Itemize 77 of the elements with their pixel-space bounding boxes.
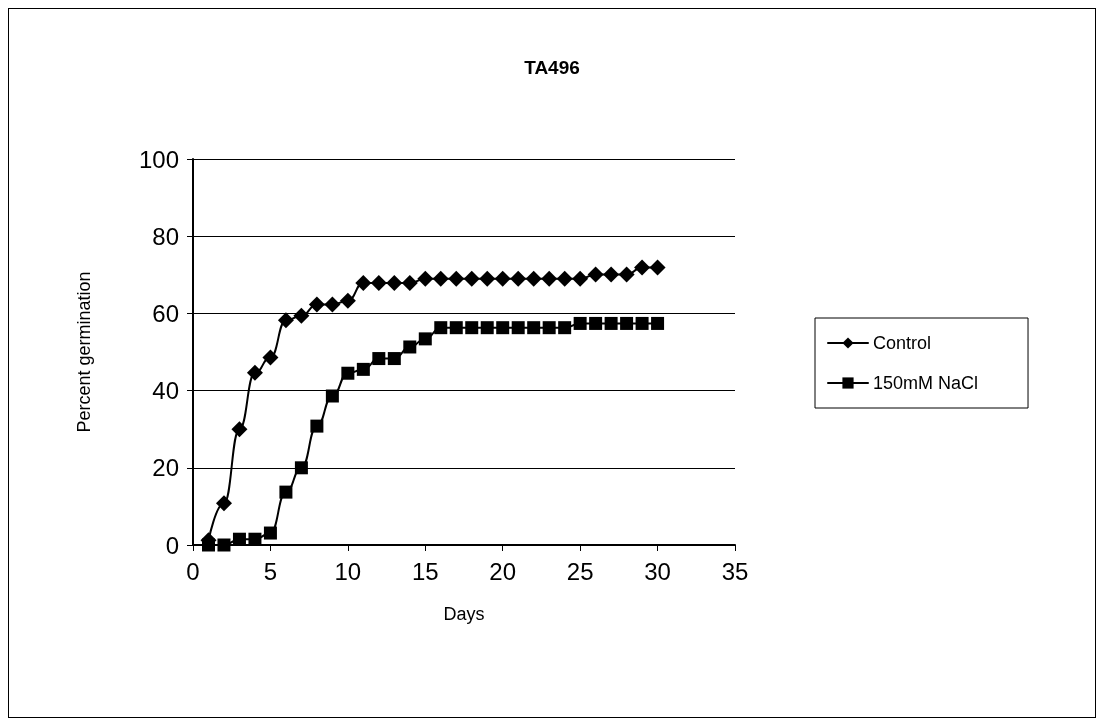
point — [448, 270, 465, 287]
point — [356, 362, 370, 376]
point — [465, 321, 479, 335]
point — [387, 352, 401, 366]
point — [246, 364, 263, 381]
point — [308, 296, 325, 313]
y-tick-label: 0 — [165, 531, 179, 559]
point — [370, 274, 387, 291]
point — [294, 461, 308, 475]
point — [293, 307, 310, 324]
point — [480, 321, 494, 335]
x-tick-label: 30 — [644, 557, 671, 585]
point — [263, 526, 277, 540]
point — [634, 259, 651, 276]
point — [620, 316, 634, 330]
point — [572, 270, 589, 287]
point — [217, 538, 231, 552]
point — [511, 321, 525, 335]
point — [479, 270, 496, 287]
y-tick-label: 80 — [152, 222, 179, 250]
x-tick-label: 0 — [186, 557, 200, 585]
x-tick-label: 25 — [566, 557, 594, 585]
y-tick-label: 100 — [138, 145, 179, 173]
y-tick-label: 40 — [152, 377, 179, 405]
point — [635, 316, 649, 330]
point — [418, 332, 432, 346]
y-tick-label: 20 — [152, 454, 179, 482]
point — [496, 321, 510, 335]
point — [494, 270, 511, 287]
point — [510, 270, 527, 287]
point — [651, 316, 665, 330]
point — [279, 485, 293, 499]
point — [403, 340, 417, 354]
point — [372, 352, 386, 366]
point — [587, 266, 604, 283]
point — [401, 274, 418, 291]
point — [558, 321, 572, 335]
point — [573, 316, 587, 330]
point — [232, 532, 246, 546]
point — [525, 270, 542, 287]
point — [417, 270, 434, 287]
point — [649, 259, 666, 276]
x-tick-label: 35 — [721, 557, 749, 585]
legend-label: Control — [873, 333, 932, 353]
point — [604, 316, 618, 330]
x-tick-label: 10 — [334, 557, 362, 585]
point — [355, 274, 372, 291]
point — [339, 292, 356, 309]
y-tick-label: 60 — [152, 299, 179, 327]
x-tick-label: 5 — [263, 557, 278, 585]
point — [618, 266, 635, 283]
point — [310, 419, 324, 433]
x-tick-label: 15 — [411, 557, 439, 585]
point — [589, 316, 603, 330]
point — [231, 421, 248, 438]
point — [432, 270, 449, 287]
point — [324, 296, 341, 313]
point — [541, 270, 558, 287]
y-axis-title: Percent germination — [74, 271, 94, 433]
point — [215, 495, 232, 512]
point — [341, 366, 355, 380]
point — [463, 270, 480, 287]
point — [556, 270, 573, 287]
point — [542, 321, 556, 335]
point — [248, 532, 262, 546]
point — [386, 274, 403, 291]
x-tick-label: 20 — [489, 557, 517, 585]
point — [434, 321, 448, 335]
point — [449, 321, 463, 335]
point — [262, 349, 279, 366]
point — [603, 266, 620, 283]
point — [277, 312, 294, 329]
chart-title: TA496 — [524, 57, 580, 78]
legend-label: 150mM NaCl — [873, 373, 979, 393]
point — [325, 389, 339, 403]
x-axis-title: Days — [443, 604, 485, 624]
point — [527, 321, 541, 335]
